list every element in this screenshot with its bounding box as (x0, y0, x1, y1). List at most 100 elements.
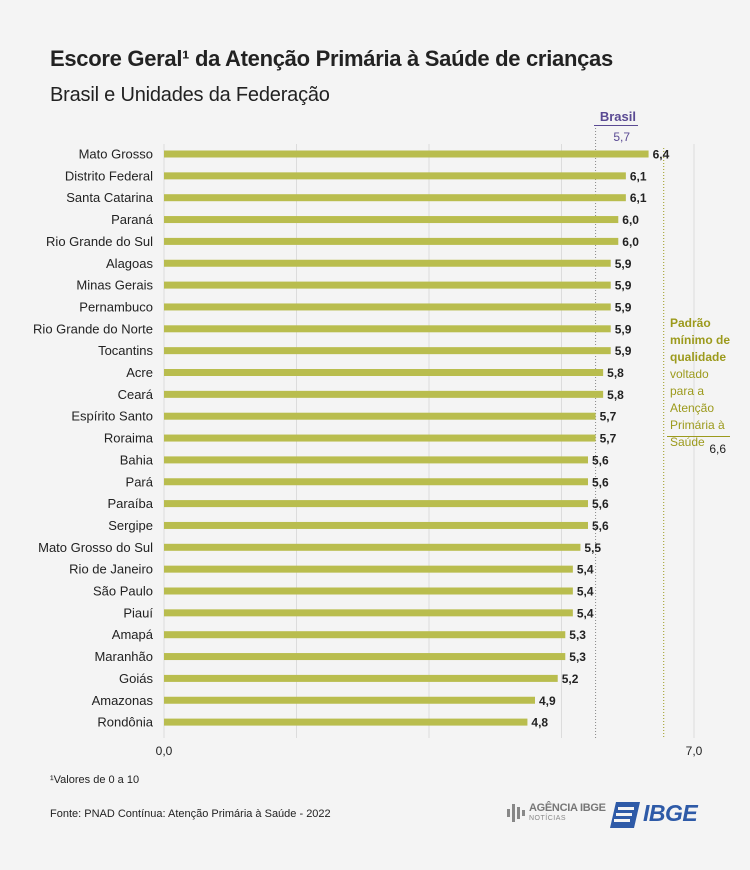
value-label: 5,5 (584, 541, 601, 555)
brasil-reference-value: 5,7 (613, 130, 630, 144)
bar (164, 587, 573, 595)
bar-chart: Mato Grosso 6,4 Distrito Federal 6,1 Santa C… (33, 128, 703, 758)
category-label: Tocantins (98, 343, 153, 358)
brasil-reference-underline (594, 125, 638, 126)
bar (164, 718, 528, 726)
category-label: Goiás (119, 671, 153, 686)
chart-subtitle: Brasil e Unidades da Federação (50, 84, 330, 106)
value-label: 5,8 (607, 388, 624, 402)
x-tick-label: 0,0 (156, 744, 173, 758)
category-label: Bahia (120, 452, 154, 467)
category-label: Minas Gerais (76, 278, 153, 293)
bar (164, 521, 588, 529)
category-label: Paraná (111, 212, 154, 227)
category-label: Acre (126, 365, 153, 380)
bar (164, 696, 535, 704)
category-label: Pará (126, 474, 154, 489)
bar (164, 237, 619, 245)
bar (164, 434, 596, 442)
bar (164, 631, 566, 639)
chart-title: Escore Geral¹ da Atenção Primária à Saúd… (50, 46, 613, 71)
category-label: Amazonas (92, 693, 154, 708)
value-label: 4,9 (539, 694, 556, 708)
bar (164, 674, 558, 682)
x-tick-label: 7,0 (686, 744, 703, 758)
bar (164, 150, 649, 158)
value-label: 5,4 (577, 606, 594, 620)
bar (164, 609, 573, 617)
category-label: Santa Catarina (66, 190, 153, 205)
bar (164, 653, 566, 661)
category-label: Roraima (104, 431, 154, 446)
footnote: ¹Valores de 0 a 10 (50, 774, 140, 786)
value-label: 5,9 (615, 322, 632, 336)
bar (164, 281, 611, 289)
agencia-logo-icon (507, 804, 525, 822)
brasil-reference-label: Brasil (599, 109, 636, 124)
bar (164, 325, 611, 333)
value-label: 5,3 (569, 628, 586, 642)
value-label: 5,4 (577, 563, 594, 577)
category-label: Piauí (123, 605, 153, 620)
category-label: Maranhão (94, 649, 153, 664)
padrao-title: Padrão mínimo de qualidade (670, 316, 731, 364)
source-note: Fonte: PNAD Contínua: Atenção Primária à… (50, 808, 331, 820)
bar (164, 172, 626, 180)
ibge-logo-text: IBGE (643, 800, 698, 826)
bar (164, 216, 619, 224)
agencia-logo-subtext: NOTÍCIAS (529, 815, 567, 822)
value-label: 5,9 (615, 344, 632, 358)
category-label: Pernambuco (79, 299, 153, 314)
category-label: Rio Grande do Sul (46, 234, 153, 249)
padrao-value: 6,6 (709, 442, 726, 456)
value-label: 5,6 (592, 497, 609, 511)
value-label: 5,6 (592, 519, 609, 533)
value-label: 5,6 (592, 475, 609, 489)
category-label: Distrito Federal (65, 168, 153, 183)
value-label: 6,1 (630, 191, 647, 205)
category-label: Sergipe (108, 518, 153, 533)
value-label: 5,4 (577, 585, 594, 599)
bar (164, 478, 588, 486)
bar (164, 347, 611, 355)
value-label: 5,9 (615, 279, 632, 293)
bar (164, 500, 588, 508)
value-label: 5,7 (600, 432, 617, 446)
bar (164, 259, 611, 267)
category-label: Paraíba (107, 496, 153, 511)
bar (164, 412, 596, 420)
category-label: Rio de Janeiro (69, 562, 153, 577)
value-label: 5,6 (592, 453, 609, 467)
value-label: 5,8 (607, 366, 624, 380)
value-label: 5,2 (562, 672, 579, 686)
ibge-logo: IBGE (610, 800, 702, 828)
category-label: Alagoas (106, 256, 153, 271)
category-label: Rio Grande do Norte (33, 321, 153, 336)
category-label: Rondônia (97, 715, 153, 730)
value-label: 6,0 (622, 213, 639, 227)
value-label: 6,1 (630, 169, 647, 183)
value-label: 4,8 (531, 716, 548, 730)
agencia-ibge-logo: AGÊNCIA IBGE NOTÍCIAS (505, 801, 606, 827)
category-label: Mato Grosso (79, 147, 153, 162)
category-label: Espírito Santo (71, 409, 153, 424)
bar (164, 303, 611, 311)
value-label: 5,9 (615, 257, 632, 271)
agencia-logo-text: AGÊNCIA IBGE (529, 802, 606, 814)
padrao-text: voltado para a Atenção Primária à Saúde (670, 367, 725, 449)
value-label: 5,7 (600, 410, 617, 424)
value-label: 5,3 (569, 650, 586, 664)
bar (164, 543, 581, 551)
category-label: São Paulo (93, 584, 153, 599)
value-label: 6,4 (653, 148, 670, 162)
value-label: 5,9 (615, 300, 632, 314)
value-label: 6,0 (622, 235, 639, 249)
category-label: Ceará (118, 387, 154, 402)
bar (164, 194, 626, 202)
padrao-underline (667, 436, 730, 437)
bar (164, 565, 573, 573)
bar (164, 369, 604, 376)
bar (164, 456, 588, 464)
category-label: Mato Grosso do Sul (38, 540, 153, 555)
padrao-annotation: Padrão mínimo de qualidade voltado para … (670, 315, 736, 451)
